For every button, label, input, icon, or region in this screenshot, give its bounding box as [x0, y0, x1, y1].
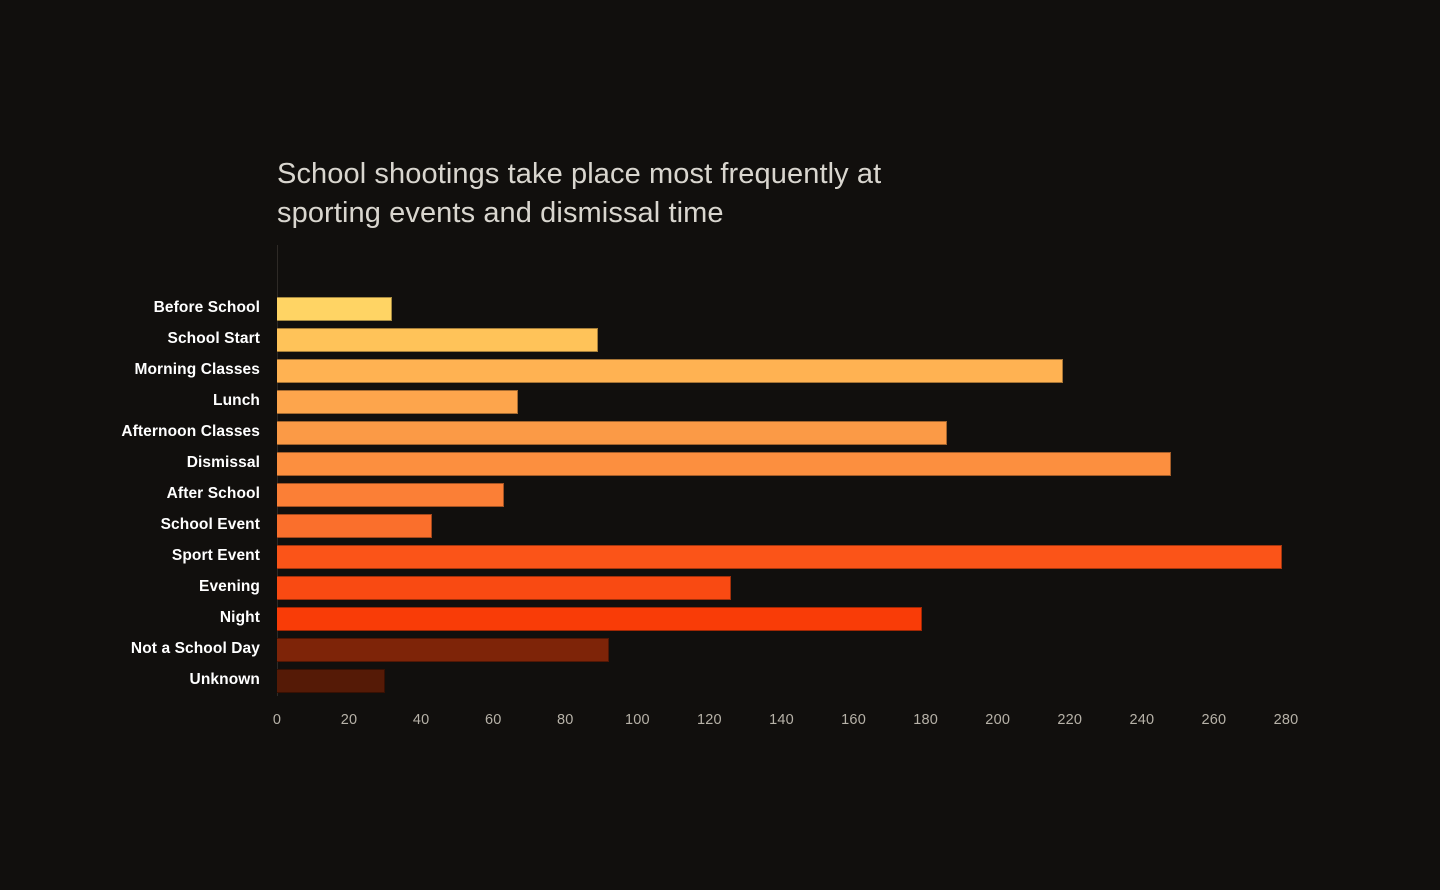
bar — [277, 514, 432, 538]
bar-row: School Event — [161, 510, 1286, 541]
bar — [277, 297, 393, 321]
category-label: Unknown — [189, 671, 260, 688]
bar — [277, 576, 732, 600]
bar — [277, 359, 1063, 383]
bar — [277, 390, 519, 414]
x-tick-label: 120 — [697, 712, 722, 728]
x-tick-label: 140 — [769, 712, 794, 728]
category-label: Before School — [153, 299, 260, 316]
category-label: Sport Event — [171, 547, 260, 564]
x-tick-label: 160 — [841, 712, 866, 728]
bar-row: Unknown — [190, 665, 1286, 696]
category-label: After School — [166, 485, 260, 502]
bar-row: School Start — [168, 324, 1286, 355]
bar-row: After School — [167, 479, 1286, 510]
chart-title: School shootings take place most frequen… — [277, 158, 882, 229]
bar-row: Afternoon Classes — [121, 417, 1286, 448]
bar — [277, 669, 386, 693]
bar — [277, 328, 598, 352]
category-label: Afternoon Classes — [121, 423, 260, 440]
bar — [277, 483, 505, 507]
bar — [277, 545, 1283, 569]
x-tick-label: 40 — [412, 712, 430, 728]
bar-row: Not a School Day — [131, 634, 1286, 665]
bar — [277, 421, 948, 445]
x-tick-label: 80 — [557, 712, 574, 728]
x-tick-label: 280 — [1273, 712, 1299, 728]
bar-row: Dismissal — [187, 448, 1286, 479]
x-axis: 0 20 40 60 80 100 120 140 160 180 200 220 240 260 280 — [273, 712, 1298, 736]
bar-row: Evening — [199, 572, 1286, 603]
x-tick-label: 220 — [1057, 712, 1083, 728]
category-label: School Event — [160, 516, 260, 533]
bar-row: Night — [220, 603, 1286, 634]
x-tick-label: 260 — [1201, 712, 1227, 728]
x-tick-label: 200 — [985, 712, 1011, 728]
x-tick-label: 20 — [340, 712, 358, 728]
bar — [277, 638, 609, 662]
bar-row: Sport Event — [172, 541, 1286, 572]
category-label: Dismissal — [186, 454, 260, 471]
category-label: Evening — [199, 578, 260, 595]
category-label: Morning Classes — [134, 361, 260, 378]
bar-row: Lunch — [213, 386, 1286, 417]
bar — [277, 452, 1171, 476]
x-tick-label: 180 — [913, 712, 939, 728]
bar — [277, 607, 923, 631]
x-tick-label: 60 — [484, 712, 502, 728]
category-label: Not a School Day — [130, 640, 260, 657]
bar-row: Morning Classes — [134, 355, 1286, 386]
category-label: Night — [219, 609, 260, 626]
x-tick-label: 240 — [1129, 712, 1155, 728]
plot-area: Before School School Start Morning Classes… — [121, 245, 1286, 696]
bar-row: Before School — [154, 293, 1286, 324]
x-tick-label: 100 — [624, 712, 650, 728]
category-label: Lunch — [213, 392, 260, 409]
x-tick-label: 0 — [272, 712, 282, 728]
category-label: School Start — [167, 330, 260, 347]
